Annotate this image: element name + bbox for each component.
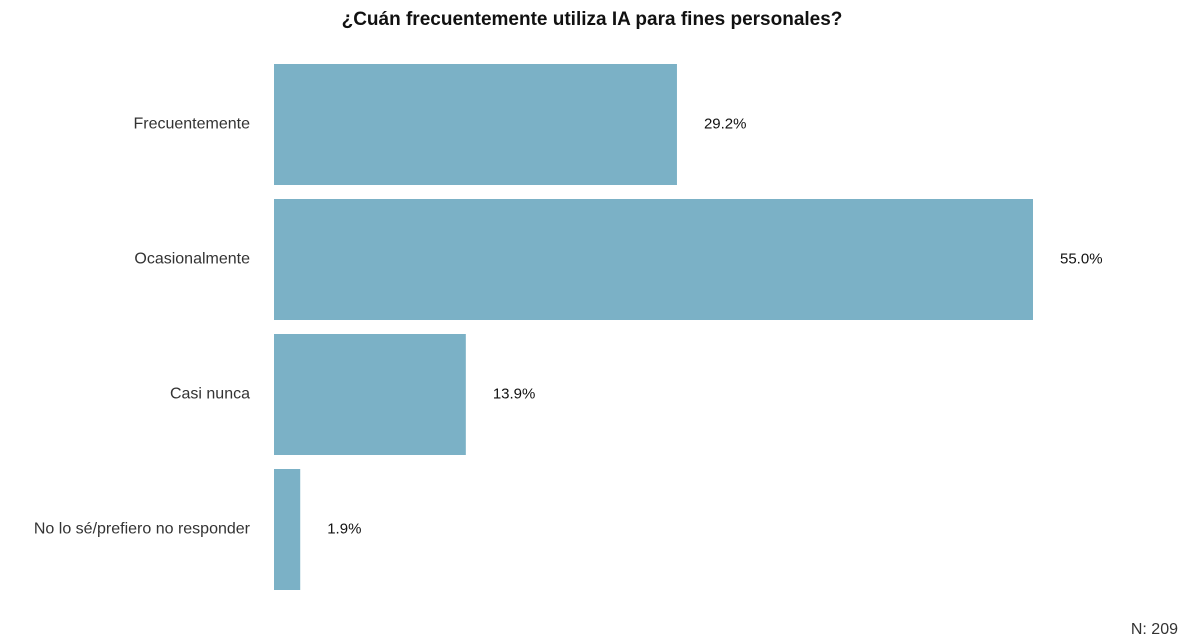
note: N: 209	[1131, 621, 1178, 638]
bar	[274, 469, 301, 590]
value-label: 1.9%	[327, 520, 361, 537]
category-label: Ocasionalmente	[134, 251, 250, 268]
bar	[274, 334, 466, 455]
category-label: Frecuentemente	[133, 116, 250, 133]
chart-title: ¿Cuán frecuentemente utiliza IA para fin…	[342, 9, 843, 30]
bar	[274, 199, 1033, 320]
category-label: No lo sé/prefiero no responder	[34, 521, 251, 538]
bar	[274, 64, 677, 185]
value-label: 29.2%	[704, 115, 747, 132]
value-label: 13.9%	[493, 385, 536, 402]
category-label: Casi nunca	[170, 386, 250, 403]
value-label: 55.0%	[1060, 250, 1103, 267]
